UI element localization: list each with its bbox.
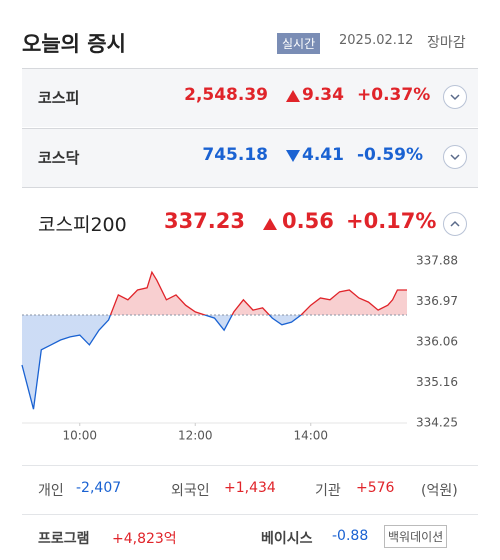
collapse-button[interactable] [443,212,467,236]
divider [22,514,478,515]
index-name: 코스닥 [38,149,80,167]
area [22,272,407,410]
y-tick-label: 335.16 [416,375,458,389]
expand-button[interactable] [443,145,467,169]
arrow [286,90,300,102]
index-percent: -0.59% [357,145,424,165]
investor-value: -2,407 [76,480,122,496]
program-value: +4,823억 [112,531,177,547]
investor-label: 외국인 [171,483,210,499]
status: 장마감 [427,35,466,51]
arrow [286,150,300,162]
investor-value: +576 [356,480,395,496]
index-price: 745.18 [202,145,268,165]
featured-percent: +0.17% [346,209,437,233]
kospi-row [22,68,478,127]
index-change: 4.41 [302,145,344,165]
program-label: 프로그램 [38,531,90,547]
divider [22,465,478,466]
basis-value: -0.88 [332,528,369,544]
title: 오늘의 증시 [22,32,126,56]
y-tick-label: 336.97 [416,294,458,308]
featured-change: 0.56 [282,209,334,233]
x-tick-label: 12:00 [178,429,213,443]
up-arrow [263,218,277,230]
x-tick-label: 14:00 [293,429,328,443]
badge: 실시간 [277,33,321,54]
y-tick-label: 337.88 [416,254,458,268]
basis-state: 백워데이션 [384,525,448,548]
price-line [21,270,407,410]
index-percent: +0.37% [357,85,431,105]
kosdaq-row [22,128,478,188]
expand-button[interactable] [443,85,467,109]
investor-label: 기관 [315,483,341,499]
index-price: 2,548.39 [184,85,268,105]
date: 2025.02.12 [339,33,414,48]
chart: 337.88 336.97 336.06 335.16 334.25 10:00 12:00… [21,254,458,443]
investor-label: 개인 [38,483,64,499]
y-tick-label: 334.25 [416,416,458,430]
unit: (억원) [421,483,458,499]
featured-name: 코스피200 [38,214,127,236]
featured-price: 337.23 [163,209,245,233]
investor-value: +1,434 [224,480,276,496]
basis-label: 베이시스 [261,531,313,547]
index-name: 코스피 [38,89,80,107]
x-tick-label: 10:00 [62,429,97,443]
index-change: 9.34 [302,85,344,105]
y-tick-label: 336.06 [416,335,458,349]
